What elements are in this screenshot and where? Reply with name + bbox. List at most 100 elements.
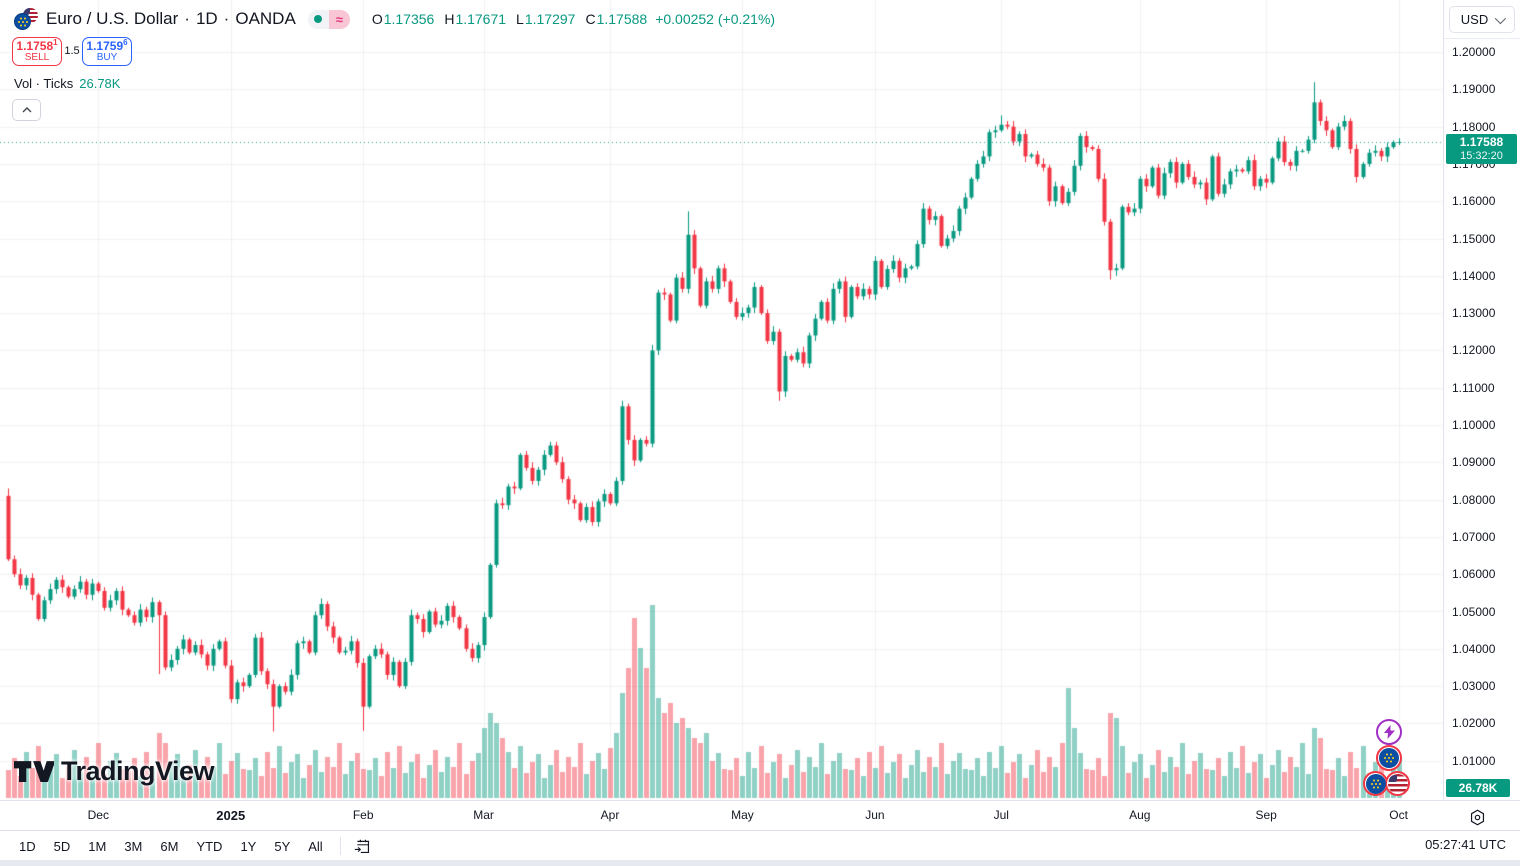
price-tick-label: 1.11000 [1452,380,1495,395]
price-tick-label: 1.01000 [1452,753,1496,768]
price-tick-label: 1.19000 [1452,82,1496,97]
range-button-3m[interactable]: 3M [124,838,143,854]
us-flag-event-icon [1385,771,1410,796]
range-button-1m[interactable]: 1M [88,838,107,854]
price-tick-label: 1.15000 [1452,231,1496,246]
time-tick-label: Oct [1389,808,1408,822]
price-tick-label: 1.03000 [1452,679,1496,694]
range-button-ytd[interactable]: YTD [196,838,223,854]
toolbar-divider [339,837,341,855]
bottom-strip [0,860,1520,866]
buy-price: 1.17596 [86,37,128,53]
axis-settings-button[interactable] [1466,806,1488,828]
close-key: C [585,11,596,27]
economic-event-eu[interactable] [1376,745,1402,771]
tradingview-logo-text: TradingView [61,756,215,786]
currency-row: USD [1444,0,1520,39]
price-tick-label: 1.02000 [1452,716,1496,731]
time-tick-label: Jun [865,808,885,822]
time-tick-label: Feb [352,808,374,822]
high-value: 1.17671 [455,11,507,27]
price-tick-label: 1.07000 [1452,529,1496,544]
price-tick-label: 1.18000 [1452,119,1496,134]
volume-value-badge: 26.78K [1446,779,1510,797]
price-tick-label: 1.12000 [1452,343,1496,358]
range-button-5d[interactable]: 5D [53,838,71,854]
time-tick-label: 2025 [216,808,246,823]
change-value: +0.00252 (+0.21%) [655,11,776,27]
volume-legend-label: Vol · Ticks [14,76,74,91]
low-value: 1.17297 [524,11,576,27]
price-tick-label: 1.10000 [1452,418,1496,432]
range-button-1d[interactable]: 1D [19,838,36,854]
candlestick-chart-canvas[interactable] [0,0,1443,800]
symbol-title[interactable]: Euro / U.S. Dollar · 1D · OANDA [46,9,296,28]
currency-label: USD [1460,12,1489,27]
chevron-down-icon [1494,12,1507,24]
range-button-6m[interactable]: 6M [160,838,179,854]
sell-label: SELL [24,51,50,63]
high-key: H [444,11,455,27]
chart-pane: Euro / U.S. Dollar · 1D · OANDA ≈ O 1.17356 H… [0,0,1444,800]
economic-event-high-importance[interactable] [1376,719,1402,745]
eu-flag-icon [14,13,31,30]
ohlc-values: O 1.17356 H 1.17671 L 1.17297 C 1.17588 +0.0… [362,11,775,27]
currency-dropdown[interactable]: USD [1449,6,1515,33]
lightning-event-icon [1376,719,1402,745]
date-range-buttons: 1D 5D 1M 3M 6M YTD 1Y 5Y All [10,836,332,857]
eu-flag-event-icon [1376,745,1402,771]
eu-flag-event-icon [1363,771,1388,796]
price-tick-label: 1.08000 [1452,492,1496,507]
time-tick-label: Jul [993,808,1009,822]
delayed-data-icon: ≈ [328,9,350,29]
tradingview-logo-icon [14,760,54,782]
market-open-indicator [307,9,329,29]
range-button-1y[interactable]: 1Y [240,838,257,854]
chevron-up-icon [22,107,31,113]
collapse-legend-button[interactable] [12,99,41,121]
symbol-header: Euro / U.S. Dollar · 1D · OANDA ≈ O 1.17356 H… [14,7,775,31]
close-value: 1.17588 [596,11,648,27]
price-tick-label: 1.13000 [1452,306,1496,321]
session-clock[interactable]: 05:27:41 UTC [1425,837,1506,852]
spread-value: 1.5 [64,45,80,57]
low-key: L [516,11,524,27]
time-tick-label: Dec [87,808,109,822]
open-key: O [371,11,383,27]
market-status-pill[interactable]: ≈ [307,9,350,29]
volume-legend: Vol · Ticks 26.78K [14,76,120,91]
economic-event-eu-us[interactable] [1363,771,1410,796]
eurusd-pair-flag-icon [14,7,40,31]
price-tick-label: 1.16000 [1452,194,1496,209]
exchange-label: OANDA [235,9,296,28]
time-axis[interactable]: Dec 2025 Feb Mar Apr May Jun Jul Aug Sep Oct [0,800,1520,831]
bar-countdown-timer: 15:32:20 [1460,149,1503,162]
symbol-name: Euro / U.S. Dollar [46,9,179,28]
gear-icon [1470,809,1484,825]
sell-button[interactable]: 1.17581 SELL [12,36,62,66]
last-price-badge: 1.17588 15:32:20 [1446,134,1517,164]
range-button-5y[interactable]: 5Y [274,838,291,854]
market-open-dot-icon [314,15,323,23]
time-tick-label: Apr [600,808,620,822]
price-tick-label: 1.09000 [1452,455,1496,470]
go-to-date-button[interactable] [349,835,377,857]
calendar-go-to-icon [355,839,370,853]
open-value: 1.17356 [383,11,435,27]
buy-button[interactable]: 1.17596 BUY [82,36,132,66]
time-tick-label: Sep [1255,808,1277,822]
interval-label: 1D [195,9,218,28]
price-tick-label: 1.04000 [1452,641,1496,656]
time-tick-label: May [731,808,754,822]
bottom-toolbar: 1D 5D 1M 3M 6M YTD 1Y 5Y All 05:27:41 UTC [0,830,1520,861]
time-tick-label: Aug [1129,808,1151,822]
trade-widget: 1.17581 SELL 1.5 1.17596 BUY [12,36,132,66]
price-tick-label: 1.05000 [1452,604,1496,619]
buy-label: BUY [96,51,118,63]
price-axis[interactable]: USD 1.200001.190001.180001.170001.160001… [1444,0,1520,800]
tradingview-logo[interactable]: TradingView [14,756,215,787]
volume-legend-value: 26.78K [79,76,121,91]
range-button-all[interactable]: All [308,838,323,854]
time-tick-label: Mar [473,808,494,822]
